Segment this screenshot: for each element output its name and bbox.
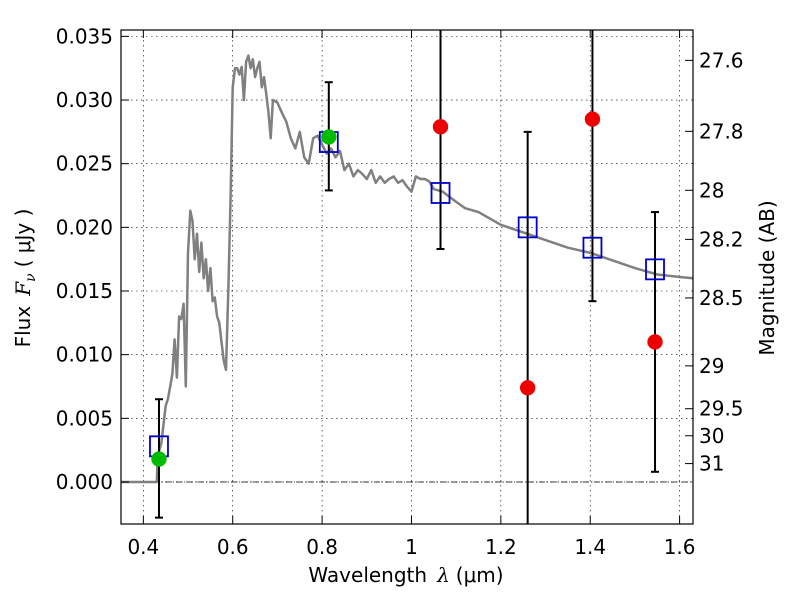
model-flux-square xyxy=(645,258,665,281)
ticks-layer xyxy=(121,30,693,524)
error-bars-layer xyxy=(154,30,660,524)
right-tick-label: 29.5 xyxy=(699,397,744,421)
right-tick-label: 28 xyxy=(699,178,724,202)
y-tick-label: 0.010 xyxy=(56,343,113,367)
y-tick-label: 0.005 xyxy=(56,406,113,430)
model-sed-layer xyxy=(121,54,694,484)
model-flux-square xyxy=(517,216,538,239)
nondetection-point xyxy=(432,119,449,135)
right-tick-label: 29 xyxy=(699,354,724,378)
model-flux-square xyxy=(582,236,603,259)
right-tick-label: 30 xyxy=(699,424,724,448)
y-tick-label: 0.020 xyxy=(56,215,113,239)
markers-layer xyxy=(149,111,665,467)
model-flux-square xyxy=(430,182,451,204)
x-axis-label: Wavelength λ (μm) xyxy=(308,563,503,587)
nondetection-point xyxy=(519,380,536,396)
y-tick-label: 0.025 xyxy=(56,152,113,176)
x-tick-label: 0.4 xyxy=(127,535,159,559)
nondetection-point xyxy=(584,111,601,127)
right-tick-label: 28.5 xyxy=(699,286,744,310)
y-tick-label: 0.015 xyxy=(56,279,113,303)
y-tick-label: 0.000 xyxy=(56,470,113,494)
detection-point xyxy=(151,451,167,467)
x-tick-label: 0.8 xyxy=(306,535,338,559)
x-tick-label: 1.4 xyxy=(574,535,606,559)
x-tick-label: 0.6 xyxy=(217,535,249,559)
sed-line xyxy=(121,54,694,484)
right-tick-label: 31 xyxy=(699,452,724,476)
nondetection-point xyxy=(647,334,663,350)
y-axis-label: FluxFν( μJy ) xyxy=(11,209,39,348)
y-tick-label: 0.035 xyxy=(56,24,113,48)
plot-frame xyxy=(120,29,694,525)
detection-point xyxy=(321,129,337,145)
right-tick-label: 28.2 xyxy=(699,227,744,251)
grid xyxy=(121,30,693,524)
right-axis-label: Magnitude (AB) xyxy=(755,200,779,355)
x-tick-label: 1.2 xyxy=(485,535,517,559)
right-tick-label: 27.8 xyxy=(699,119,744,143)
tick-labels-layer: 0.4 0.6 0.8 1 1.2 1.4 1.6 0.000 0.005 0.010 0.015 0… xyxy=(56,24,744,559)
x-tick-label: 1 xyxy=(405,535,418,559)
x-tick-label: 1.6 xyxy=(664,535,696,559)
right-tick-label: 27.6 xyxy=(699,48,744,72)
y-tick-label: 0.030 xyxy=(56,88,113,112)
